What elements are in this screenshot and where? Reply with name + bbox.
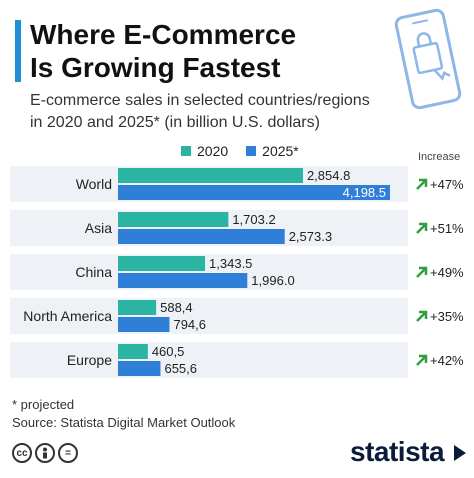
footnote-block: * projected Source: Statista Digital Mar… bbox=[12, 396, 235, 432]
legend-swatch-2025 bbox=[246, 146, 257, 156]
data-label: 1,703.2 bbox=[232, 212, 275, 227]
bar-2020 bbox=[118, 168, 303, 183]
arrow-up-icon-head bbox=[419, 222, 428, 231]
chart-legend: 2020 2025* bbox=[181, 143, 317, 159]
legend-item-2020: 2020 bbox=[181, 143, 228, 159]
arrow-up-icon bbox=[416, 312, 426, 322]
arrow-up-icon-head bbox=[419, 354, 428, 363]
arrow-up-icon bbox=[416, 268, 426, 278]
cc-icon: cc bbox=[12, 443, 32, 463]
bar-2020 bbox=[118, 344, 148, 359]
data-label: 460,5 bbox=[152, 344, 185, 359]
bar-2025 bbox=[118, 317, 170, 332]
phone-shopping-icon bbox=[394, 8, 462, 110]
title-line-2: Is Growing Fastest bbox=[30, 52, 281, 83]
bar-2020 bbox=[118, 212, 229, 227]
increase-value: +47% bbox=[430, 177, 464, 192]
bar-2025 bbox=[118, 361, 161, 376]
bar-2025 bbox=[118, 229, 285, 244]
chart-subtitle: E-commerce sales in selected countries/r… bbox=[30, 90, 390, 134]
data-label: 4,198.5 bbox=[343, 185, 386, 200]
increase-value: +35% bbox=[430, 309, 464, 324]
category-label: World bbox=[76, 176, 112, 192]
category-label: Asia bbox=[85, 220, 112, 236]
arrow-up-icon-head bbox=[419, 266, 428, 275]
data-label: 794,6 bbox=[173, 317, 206, 332]
category-label: Europe bbox=[67, 352, 112, 368]
increase-header: Increase bbox=[418, 151, 461, 163]
subtitle-line-2: in 2020 and 2025* (in billion U.S. dolla… bbox=[30, 114, 320, 131]
legend-label-2025: 2025* bbox=[262, 143, 299, 159]
arrow-up-icon bbox=[416, 180, 426, 190]
data-label: 588,4 bbox=[160, 300, 193, 315]
arrow-up-icon-head bbox=[419, 310, 428, 319]
category-label: China bbox=[75, 264, 112, 280]
arrow-up-icon-head bbox=[419, 178, 428, 187]
data-label: 2,573.3 bbox=[289, 229, 332, 244]
legend-item-2025: 2025* bbox=[246, 143, 299, 159]
increase-value: +49% bbox=[430, 265, 464, 280]
row-background bbox=[10, 298, 408, 334]
legend-label-2020: 2020 bbox=[197, 143, 229, 159]
legend-swatch-2020 bbox=[181, 146, 191, 156]
bar-chart: World 2,854.8 4,198.5 +47% Asia 1,703.2 2,573.… bbox=[10, 166, 464, 378]
data-label: 655,6 bbox=[164, 361, 197, 376]
arrow-up-icon bbox=[416, 224, 426, 234]
bar-2025 bbox=[118, 273, 248, 288]
data-label: 2,854.8 bbox=[307, 168, 350, 183]
data-label: 1,343.5 bbox=[209, 256, 252, 271]
title-line-1: Where E-Commerce bbox=[30, 19, 297, 50]
increase-value: +42% bbox=[430, 353, 464, 368]
subtitle-line-1: E-commerce sales in selected countries/r… bbox=[30, 92, 370, 109]
chart-title: Where E-Commerce Is Growing Fastest bbox=[30, 18, 296, 84]
source-text: Source: Statista Digital Market Outlook bbox=[12, 415, 236, 430]
arrow-up-icon bbox=[416, 356, 426, 366]
increase-value: +51% bbox=[430, 221, 464, 236]
license-icons: cc = bbox=[12, 443, 78, 463]
bar-2020 bbox=[118, 256, 206, 271]
statista-logo-mark bbox=[454, 445, 466, 461]
data-label: 1,996.0 bbox=[251, 273, 294, 288]
nd-icon: = bbox=[58, 443, 78, 463]
footnote-projected: * projected bbox=[12, 397, 75, 412]
statista-logo: statista bbox=[350, 436, 445, 467]
bar-2025 bbox=[118, 185, 390, 200]
row-background bbox=[10, 342, 408, 378]
category-label: North America bbox=[23, 308, 112, 324]
by-icon bbox=[35, 443, 55, 463]
bar-2020 bbox=[118, 300, 157, 315]
title-accent-bar bbox=[15, 20, 21, 82]
